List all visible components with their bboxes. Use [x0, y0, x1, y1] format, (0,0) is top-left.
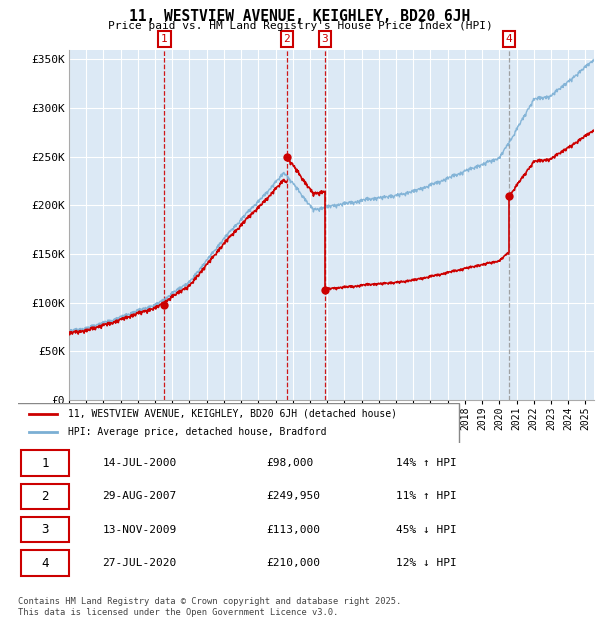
Text: £113,000: £113,000	[266, 525, 320, 534]
Text: 11, WESTVIEW AVENUE, KEIGHLEY, BD20 6JH: 11, WESTVIEW AVENUE, KEIGHLEY, BD20 6JH	[130, 9, 470, 24]
Text: 4: 4	[41, 557, 49, 570]
Text: £98,000: £98,000	[266, 458, 313, 468]
Text: 3: 3	[41, 523, 49, 536]
Text: HPI: Average price, detached house, Bradford: HPI: Average price, detached house, Brad…	[68, 427, 327, 438]
Text: 2: 2	[41, 490, 49, 503]
Text: 4: 4	[506, 34, 512, 44]
Text: 11, WESTVIEW AVENUE, KEIGHLEY, BD20 6JH (detached house): 11, WESTVIEW AVENUE, KEIGHLEY, BD20 6JH …	[68, 409, 397, 419]
Text: 1: 1	[41, 456, 49, 469]
Text: 45% ↓ HPI: 45% ↓ HPI	[396, 525, 457, 534]
Text: 14% ↑ HPI: 14% ↑ HPI	[396, 458, 457, 468]
FancyBboxPatch shape	[21, 551, 69, 576]
Text: 12% ↓ HPI: 12% ↓ HPI	[396, 558, 457, 568]
Text: 11% ↑ HPI: 11% ↑ HPI	[396, 492, 457, 502]
Text: £210,000: £210,000	[266, 558, 320, 568]
FancyBboxPatch shape	[21, 517, 69, 542]
Text: 29-AUG-2007: 29-AUG-2007	[103, 492, 177, 502]
Text: £249,950: £249,950	[266, 492, 320, 502]
FancyBboxPatch shape	[13, 402, 459, 444]
Text: Price paid vs. HM Land Registry's House Price Index (HPI): Price paid vs. HM Land Registry's House …	[107, 21, 493, 31]
Text: 27-JUL-2020: 27-JUL-2020	[103, 558, 177, 568]
FancyBboxPatch shape	[21, 484, 69, 509]
Text: 13-NOV-2009: 13-NOV-2009	[103, 525, 177, 534]
Text: Contains HM Land Registry data © Crown copyright and database right 2025.
This d: Contains HM Land Registry data © Crown c…	[18, 598, 401, 617]
FancyBboxPatch shape	[21, 450, 69, 476]
Text: 1: 1	[161, 34, 168, 44]
Text: 14-JUL-2000: 14-JUL-2000	[103, 458, 177, 468]
Text: 3: 3	[322, 34, 328, 44]
Text: 2: 2	[284, 34, 290, 44]
